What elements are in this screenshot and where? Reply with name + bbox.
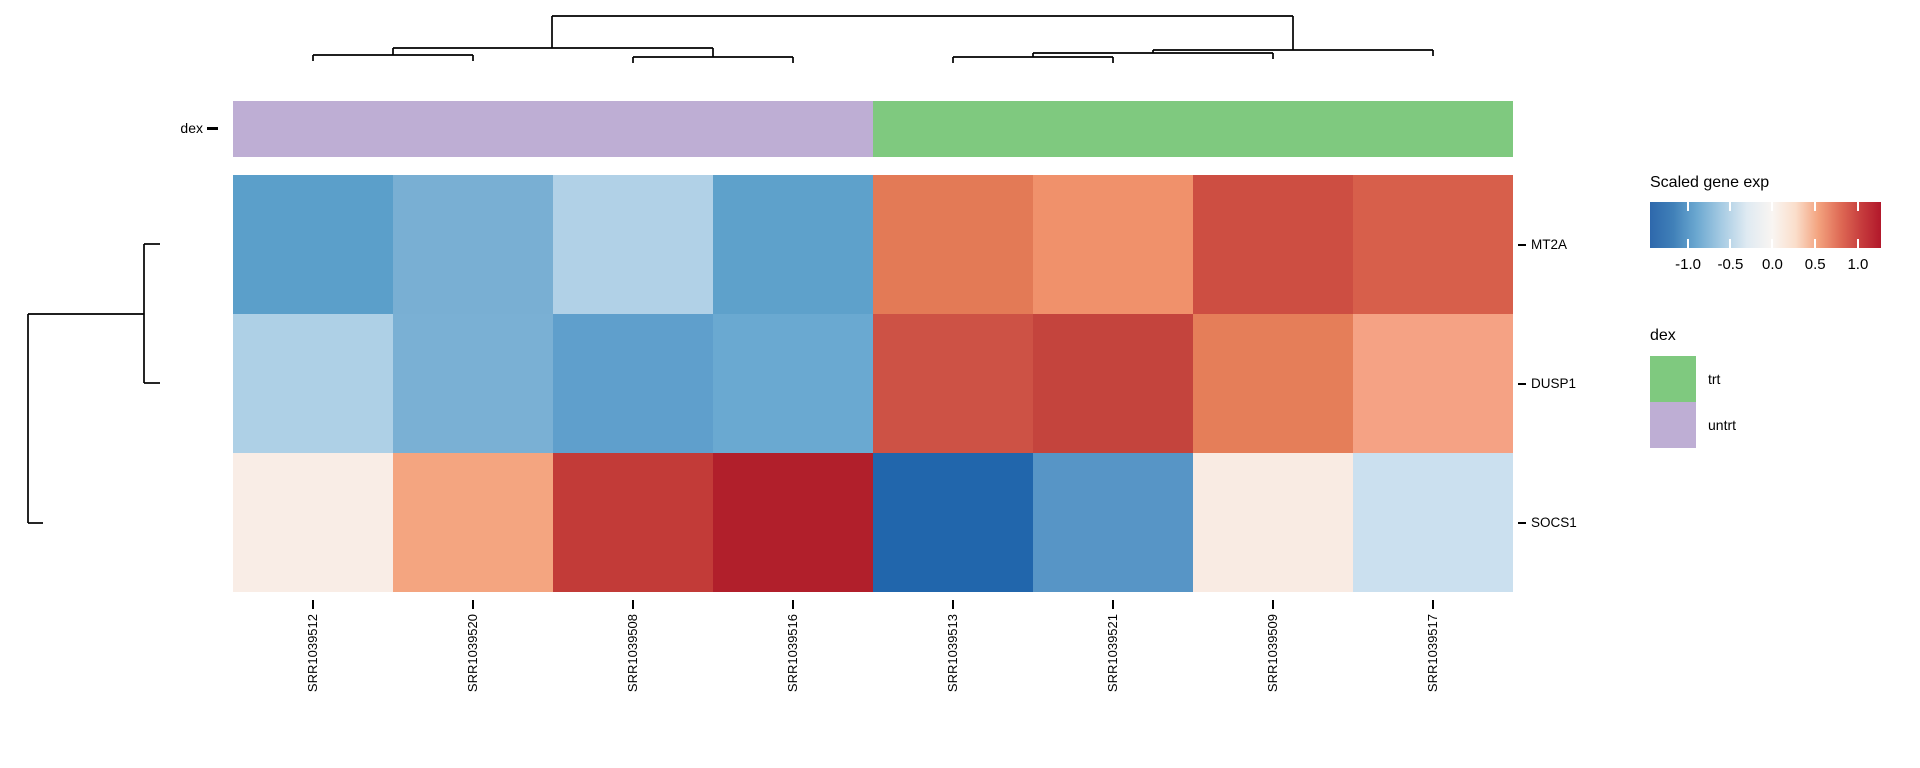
heatmap-cell-MT2A-SRR1039520 bbox=[393, 175, 553, 314]
column-label-SRR1039513: SRR1039513 bbox=[945, 614, 960, 693]
heatmap-cell-SOCS1-SRR1039516 bbox=[713, 453, 873, 592]
heatmap-cell-SOCS1-SRR1039512 bbox=[233, 453, 393, 592]
heatmap-cell-MT2A-SRR1039513 bbox=[873, 175, 1033, 314]
colorbar-tick-icon bbox=[1687, 239, 1690, 248]
heatmap-grid bbox=[233, 175, 1513, 592]
dex-annotation-cell-untrt bbox=[713, 101, 873, 157]
heatmap-cell-DUSP1-SRR1039512 bbox=[233, 314, 393, 453]
column-label-SRR1039508: SRR1039508 bbox=[625, 614, 640, 693]
annotation-row-label: dex bbox=[180, 120, 203, 136]
heatmap-cell-MT2A-SRR1039516 bbox=[713, 175, 873, 314]
colorbar-title: Scaled gene exp bbox=[1650, 174, 1770, 191]
colorbar-tick-icon bbox=[1856, 202, 1859, 211]
row-label-SOCS1: SOCS1 bbox=[1531, 514, 1577, 530]
legend-label-untrt: untrt bbox=[1708, 417, 1737, 433]
row-label-MT2A: MT2A bbox=[1531, 236, 1568, 252]
colorbar-tick-label--0.5: -0.5 bbox=[1717, 256, 1744, 273]
dex-annotation-cell-untrt bbox=[233, 101, 393, 157]
heatmap-cell-DUSP1-SRR1039513 bbox=[873, 314, 1033, 453]
heatmap-cell-SOCS1-SRR1039509 bbox=[1193, 453, 1353, 592]
heatmap-cell-MT2A-SRR1039512 bbox=[233, 175, 393, 314]
column-label-SRR1039512: SRR1039512 bbox=[305, 614, 320, 693]
heatmap-cell-DUSP1-SRR1039520 bbox=[393, 314, 553, 453]
heatmap-cell-DUSP1-SRR1039509 bbox=[1193, 314, 1353, 453]
colorbar-tick-icon bbox=[1814, 202, 1817, 211]
dex-annotation-cell-trt bbox=[873, 101, 1033, 157]
column-tick-icon bbox=[1432, 600, 1434, 609]
column-label-SRR1039517: SRR1039517 bbox=[1425, 614, 1440, 693]
colorbar-tick-icon bbox=[1687, 202, 1690, 211]
heatmap-cell-SOCS1-SRR1039513 bbox=[873, 453, 1033, 592]
column-tick-icon bbox=[1272, 600, 1274, 609]
row-tick-icon bbox=[1518, 382, 1526, 385]
colorbar-tick-label--1.0: -1.0 bbox=[1675, 256, 1702, 273]
colorbar-tick-label-0.5: 0.5 bbox=[1804, 256, 1826, 273]
colorbar-tick-label-1.0: 1.0 bbox=[1847, 256, 1869, 273]
row-label-DUSP1: DUSP1 bbox=[1531, 375, 1577, 391]
column-label-SRR1039516: SRR1039516 bbox=[785, 614, 800, 693]
column-tick-icon bbox=[632, 600, 634, 609]
dex-annotation-bar bbox=[233, 101, 1513, 157]
colorbar-tick-icon bbox=[1729, 239, 1732, 248]
row-tick-icon bbox=[1518, 521, 1526, 524]
heatmap-cell-DUSP1-SRR1039516 bbox=[713, 314, 873, 453]
heatmap-cell-DUSP1-SRR1039521 bbox=[1033, 314, 1193, 453]
colorbar-tick-icon bbox=[1771, 202, 1774, 211]
column-label-SRR1039521: SRR1039521 bbox=[1105, 614, 1120, 693]
column-tick-icon bbox=[472, 600, 474, 609]
colorbar-gradient bbox=[1650, 202, 1881, 248]
heatmap-cell-MT2A-SRR1039508 bbox=[553, 175, 713, 314]
column-label-SRR1039509: SRR1039509 bbox=[1265, 614, 1280, 693]
dex-annotation-cell-trt bbox=[1033, 101, 1193, 157]
legend-swatch-untrt bbox=[1650, 402, 1696, 448]
colorbar-tick-icon bbox=[1856, 239, 1859, 248]
column-tick-icon bbox=[312, 600, 314, 609]
column-tick-icon bbox=[1112, 600, 1114, 609]
heatmap-cell-DUSP1-SRR1039517 bbox=[1353, 314, 1513, 453]
colorbar-tick-label-0.0: 0.0 bbox=[1761, 256, 1783, 273]
dex-annotation-cell-untrt bbox=[393, 101, 553, 157]
column-tick-icon bbox=[952, 600, 954, 609]
colorbar-tick-icon bbox=[1814, 239, 1817, 248]
heatmap-cell-SOCS1-SRR1039517 bbox=[1353, 453, 1513, 592]
legend-label-trt: trt bbox=[1708, 371, 1721, 387]
column-tick-icon bbox=[792, 600, 794, 609]
heatmap-cell-MT2A-SRR1039517 bbox=[1353, 175, 1513, 314]
colorbar-tick-icon bbox=[1771, 239, 1774, 248]
column-label-SRR1039520: SRR1039520 bbox=[465, 614, 480, 693]
heatmap-cell-SOCS1-SRR1039520 bbox=[393, 453, 553, 592]
dex-annotation-cell-trt bbox=[1353, 101, 1513, 157]
heatmap-cell-SOCS1-SRR1039508 bbox=[553, 453, 713, 592]
heatmap-cell-SOCS1-SRR1039521 bbox=[1033, 453, 1193, 592]
dex-annotation-cell-untrt bbox=[553, 101, 713, 157]
heatmap-cell-MT2A-SRR1039521 bbox=[1033, 175, 1193, 314]
row-tick-icon bbox=[1518, 243, 1526, 246]
heatmap-cell-DUSP1-SRR1039508 bbox=[553, 314, 713, 453]
dex-annotation-cell-trt bbox=[1193, 101, 1353, 157]
legend-swatch-trt bbox=[1650, 356, 1696, 402]
heatmap-cell-MT2A-SRR1039509 bbox=[1193, 175, 1353, 314]
dex-legend-title: dex bbox=[1650, 327, 1676, 344]
annotation-row-tick-icon bbox=[207, 127, 218, 130]
colorbar-tick-icon bbox=[1729, 202, 1732, 211]
